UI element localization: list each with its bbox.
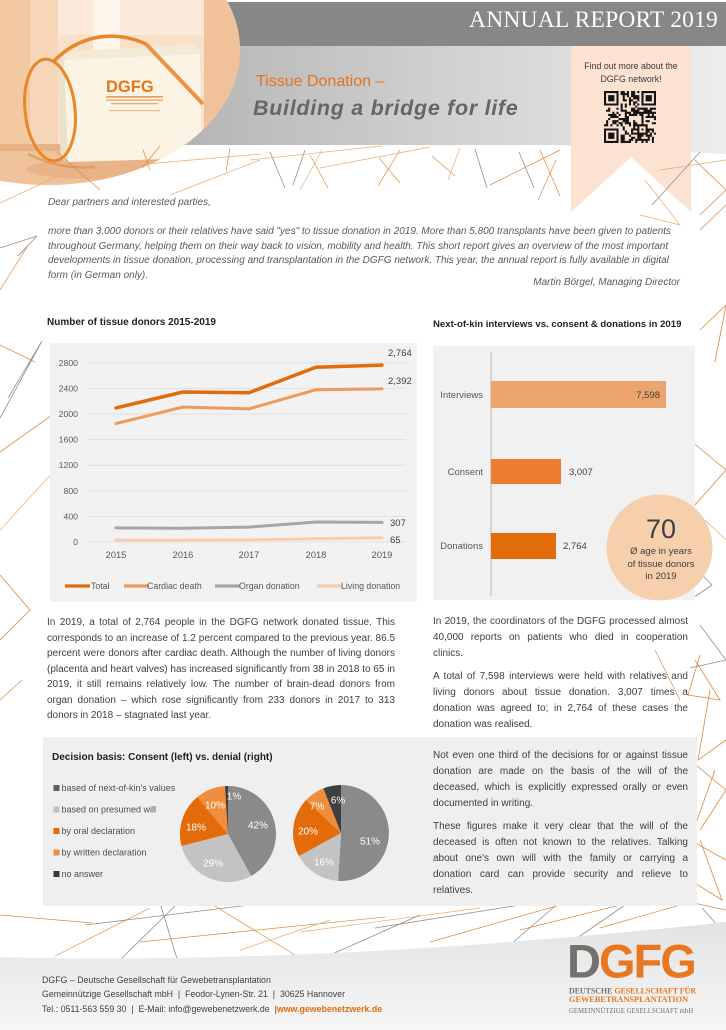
svg-text:GEWEBETRANSPLANTATION: GEWEBETRANSPLANTATION	[569, 995, 688, 1004]
svg-text:Total: Total	[91, 581, 110, 591]
svg-text:42%: 42%	[248, 821, 268, 832]
svg-text:Cardiac death: Cardiac death	[147, 581, 202, 591]
svg-text:Donations: Donations	[440, 541, 483, 552]
svg-text:GEMEINNÜTZIGE GESELLSCHAFT mbH: GEMEINNÜTZIGE GESELLSCHAFT mbH	[569, 1008, 693, 1015]
svg-text:2800: 2800	[59, 358, 78, 368]
svg-text:1%: 1%	[227, 792, 242, 803]
svg-text:7%: 7%	[310, 802, 325, 813]
svg-text:2015: 2015	[106, 550, 127, 560]
svg-text:2400: 2400	[59, 383, 78, 393]
svg-text:Consent: Consent	[448, 467, 484, 478]
svg-text:0: 0	[73, 537, 78, 547]
svg-text:2019: 2019	[372, 550, 393, 560]
svg-text:3,007: 3,007	[569, 467, 593, 478]
svg-text:based of next-of-kin's values: based of next-of-kin's values	[62, 783, 176, 793]
svg-text:no answer: no answer	[62, 869, 104, 879]
svg-text:2017: 2017	[239, 550, 260, 560]
svg-text:by written declaration: by written declaration	[62, 848, 147, 858]
svg-text:1600: 1600	[59, 435, 78, 445]
svg-text:2000: 2000	[59, 409, 78, 419]
svg-text:based on presumed will: based on presumed will	[62, 805, 157, 815]
svg-text:800: 800	[64, 486, 79, 496]
svg-text:Organ donation: Organ donation	[239, 581, 300, 591]
svg-text:1200: 1200	[59, 460, 78, 470]
svg-text:18%: 18%	[186, 823, 206, 834]
svg-text:20%: 20%	[298, 827, 318, 838]
svg-text:16%: 16%	[314, 858, 334, 869]
svg-text:2016: 2016	[173, 550, 194, 560]
svg-text:51%: 51%	[360, 837, 380, 848]
svg-text:2,764: 2,764	[563, 541, 587, 552]
svg-text:Interviews: Interviews	[440, 390, 483, 401]
svg-text:DGFG: DGFG	[567, 935, 695, 988]
svg-text:DEUTSCHE GESELLSCHAFT FÜR: DEUTSCHE GESELLSCHAFT FÜR	[569, 987, 696, 996]
svg-text:6%: 6%	[331, 796, 346, 807]
svg-text:DGFG: DGFG	[106, 78, 154, 96]
svg-text:400: 400	[64, 511, 79, 521]
svg-text:2018: 2018	[306, 550, 327, 560]
svg-text:Living donation: Living donation	[341, 581, 400, 591]
svg-text:10%: 10%	[205, 801, 225, 812]
svg-text:by oral declaration: by oral declaration	[62, 826, 136, 836]
svg-text:2,392: 2,392	[388, 376, 412, 387]
svg-text:7,598: 7,598	[636, 390, 660, 401]
svg-text:65: 65	[390, 535, 401, 546]
svg-text:29%: 29%	[203, 859, 223, 870]
svg-text:307: 307	[390, 518, 406, 529]
svg-text:2,764: 2,764	[388, 348, 412, 359]
